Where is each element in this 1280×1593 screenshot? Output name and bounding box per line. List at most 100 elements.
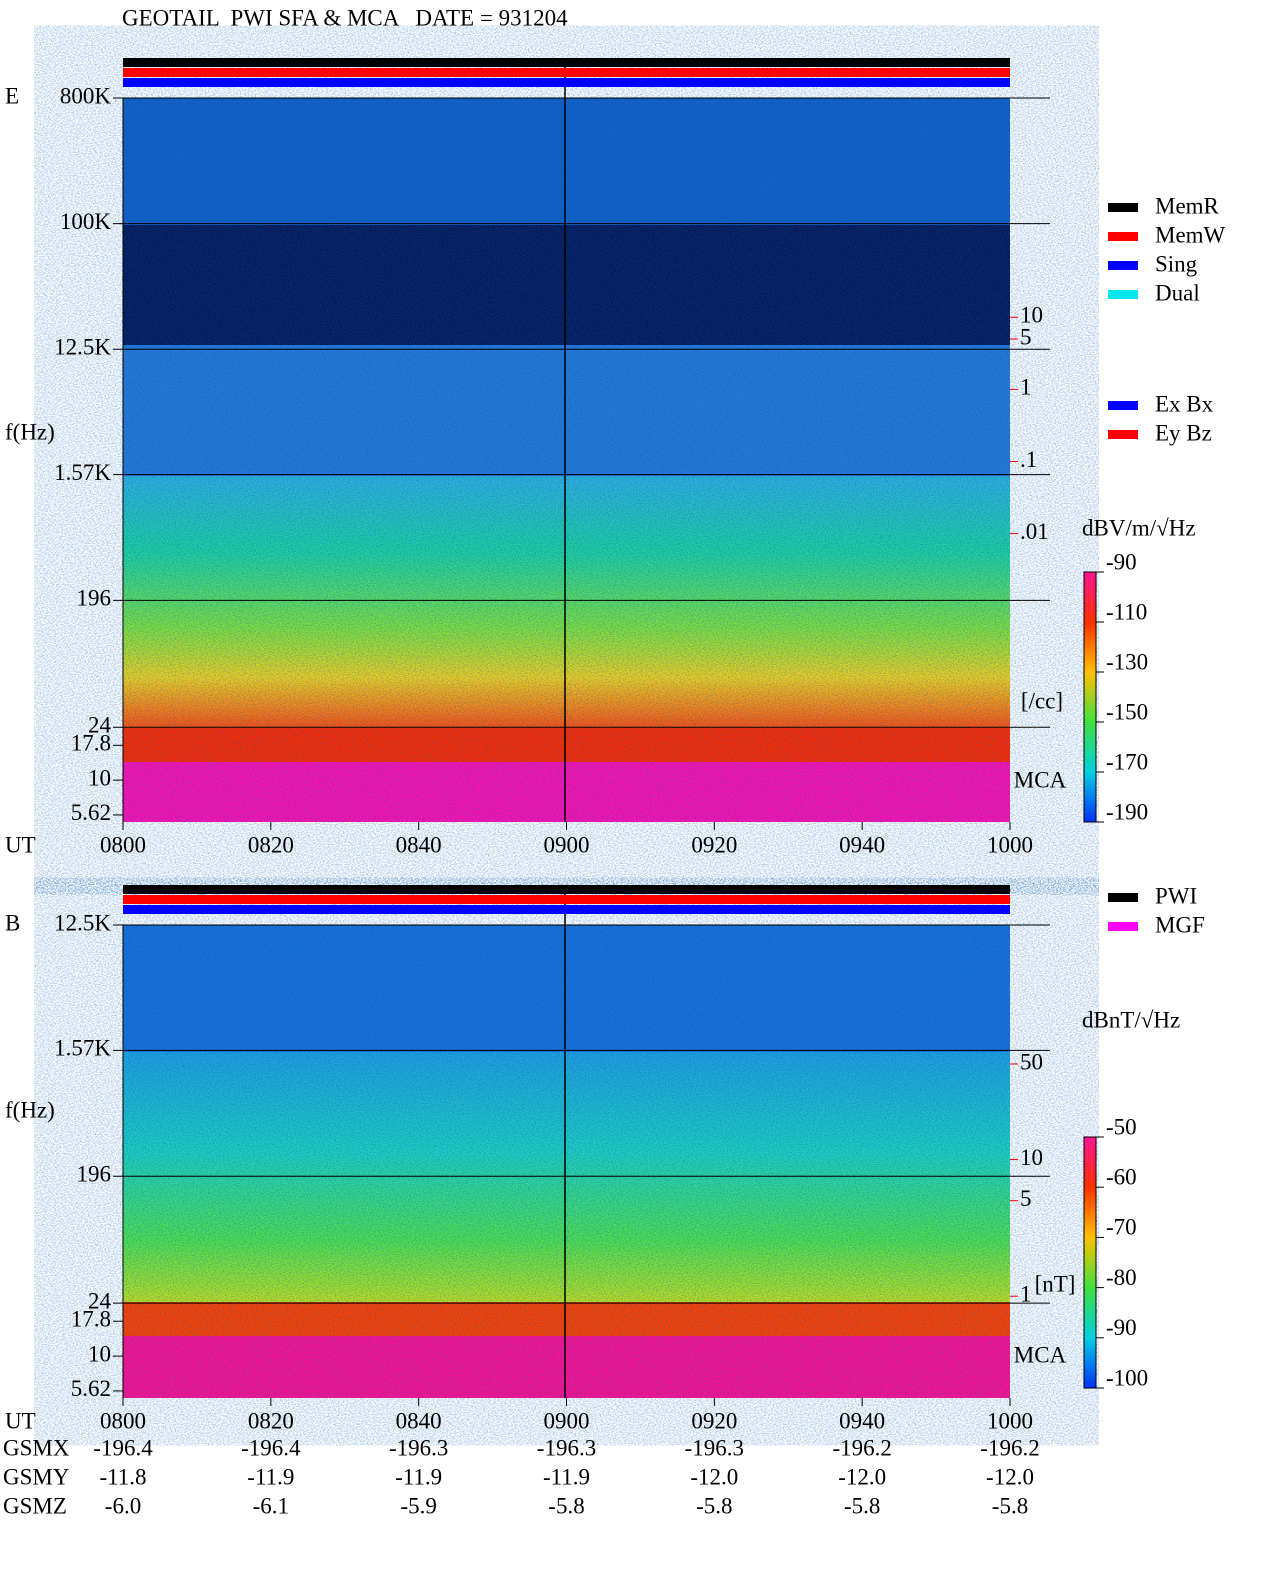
x-tick-label: 0800 — [100, 1408, 146, 1433]
legend-swatch — [1108, 261, 1138, 270]
x-tick-label: 0900 — [544, 832, 590, 857]
orbit-value: -11.9 — [395, 1464, 442, 1489]
orbit-value: -5.8 — [992, 1493, 1028, 1518]
y2-unit: [nT] — [1035, 1271, 1076, 1296]
colorbar — [1083, 571, 1097, 823]
orbit-value: -6.1 — [253, 1493, 289, 1518]
orbit-row-name: GSMZ — [3, 1493, 67, 1518]
channel-label: MCA — [1014, 767, 1067, 792]
y-tick-label: 800K — [60, 83, 112, 108]
orbit-value: -11.8 — [99, 1464, 146, 1489]
y-tick-label: 1.57K — [54, 1036, 111, 1061]
legend-label: MGF — [1155, 912, 1205, 937]
y2-tick-label: 50 — [1020, 1049, 1043, 1074]
spectrogram-noise — [123, 98, 1010, 822]
y-tick-label: 196 — [77, 586, 112, 611]
y-tick-label: 5.62 — [71, 1376, 111, 1401]
x-tick-label: 1000 — [987, 1408, 1033, 1433]
y-tick-label: 24 — [88, 1288, 112, 1313]
orbit-value: -196.4 — [93, 1435, 153, 1460]
orbit-value: -196.3 — [537, 1435, 596, 1460]
orbit-row-name: GSMX — [3, 1435, 70, 1460]
colorbar-tick-label: -170 — [1106, 749, 1148, 774]
colorbar-tick-label: -110 — [1106, 599, 1147, 624]
y2-tick-label: 10 — [1020, 1145, 1043, 1170]
orbit-row-name: GSMY — [3, 1464, 70, 1489]
x-tick-label: 0820 — [248, 1408, 294, 1433]
status-bar — [123, 895, 1010, 904]
legend-label: Dual — [1155, 280, 1200, 305]
y-tick-label: 17.8 — [71, 1307, 111, 1332]
y-tick-label: 10 — [88, 1341, 111, 1366]
y2-tick-label: 1 — [1020, 1281, 1032, 1306]
y-tick-label: 5.62 — [71, 800, 111, 825]
panel-label: B — [5, 910, 20, 935]
colorbar-tick-label: -60 — [1106, 1164, 1137, 1189]
x-tick-label: 0920 — [691, 832, 737, 857]
orbit-value: -5.8 — [844, 1493, 880, 1518]
legend-swatch — [1108, 232, 1138, 241]
x-tick-label: 1000 — [987, 832, 1033, 857]
orbit-value: -5.8 — [696, 1493, 732, 1518]
y2-unit: [/cc] — [1021, 688, 1063, 713]
y-axis-label: f(Hz) — [5, 1097, 55, 1122]
x-tick-label: 0920 — [691, 1408, 737, 1433]
x-tick-label: 0840 — [396, 1408, 442, 1433]
colorbar-tick-label: -70 — [1106, 1215, 1137, 1240]
y2-tick-label: 10 — [1020, 303, 1043, 328]
colorbar-tick-label: -90 — [1106, 549, 1137, 574]
colorbar-tick-label: -80 — [1106, 1265, 1137, 1290]
colorbar-tick-label: -50 — [1106, 1114, 1137, 1139]
x-tick-label: 0940 — [839, 832, 885, 857]
orbit-value: -12.0 — [986, 1464, 1034, 1489]
colorbar-tick-label: -90 — [1106, 1315, 1137, 1340]
colorbar-label: dBV/m/√Hz — [1082, 515, 1196, 540]
spectrogram-noise — [123, 925, 1010, 1398]
colorbar-tick-label: -100 — [1106, 1365, 1148, 1390]
legend-label: Sing — [1155, 251, 1198, 276]
x-tick-label: 0800 — [100, 832, 146, 857]
y2-tick-label: .1 — [1020, 447, 1037, 472]
y-axis-label: f(Hz) — [5, 419, 55, 444]
orbit-value: -196.2 — [832, 1435, 891, 1460]
orbit-value: -11.9 — [543, 1464, 590, 1489]
channel-label: MCA — [1014, 1342, 1067, 1367]
status-bar — [123, 78, 1010, 87]
colorbar-tick-label: -150 — [1106, 699, 1148, 724]
status-bar — [123, 58, 1010, 67]
orbit-value: -5.9 — [400, 1493, 436, 1518]
panel-label: E — [5, 83, 19, 108]
legend-swatch — [1108, 893, 1138, 902]
y-tick-label: 1.57K — [54, 460, 111, 485]
x-tick-label: 0940 — [839, 1408, 885, 1433]
title: GEOTAIL PWI SFA & MCA DATE = 931204 — [122, 5, 568, 30]
y2-tick-label: 5 — [1020, 324, 1032, 349]
y-tick-label: 12.5K — [54, 335, 111, 360]
legend-swatch — [1108, 430, 1138, 439]
y-tick-label: 10 — [88, 765, 111, 790]
x-tick-label: 0820 — [248, 832, 294, 857]
colorbar-label: dBnT/√Hz — [1082, 1007, 1180, 1032]
status-bar — [123, 68, 1010, 77]
y-tick-label: 100K — [60, 209, 112, 234]
y-tick-label: 24 — [88, 713, 112, 738]
y2-tick-label: 5 — [1020, 1186, 1032, 1211]
colorbar-tick-label: -190 — [1106, 799, 1148, 824]
orbit-value: -196.2 — [980, 1435, 1039, 1460]
y2-tick-label: 1 — [1020, 375, 1032, 400]
y-tick-label: 17.8 — [71, 731, 111, 756]
legend-swatch — [1108, 401, 1138, 410]
orbit-value: -11.9 — [247, 1464, 294, 1489]
legend-label: PWI — [1155, 883, 1197, 908]
x-axis-label: UT — [5, 832, 36, 857]
x-tick-label: 0840 — [396, 832, 442, 857]
orbit-value: -196.3 — [389, 1435, 448, 1460]
legend-label: MemW — [1155, 222, 1226, 247]
y2-tick-label: .01 — [1020, 519, 1049, 544]
orbit-value: -5.8 — [548, 1493, 584, 1518]
orbit-value: -196.4 — [241, 1435, 301, 1460]
colorbar — [1083, 1136, 1097, 1389]
status-bar — [123, 905, 1010, 914]
y-tick-label: 196 — [77, 1161, 112, 1186]
